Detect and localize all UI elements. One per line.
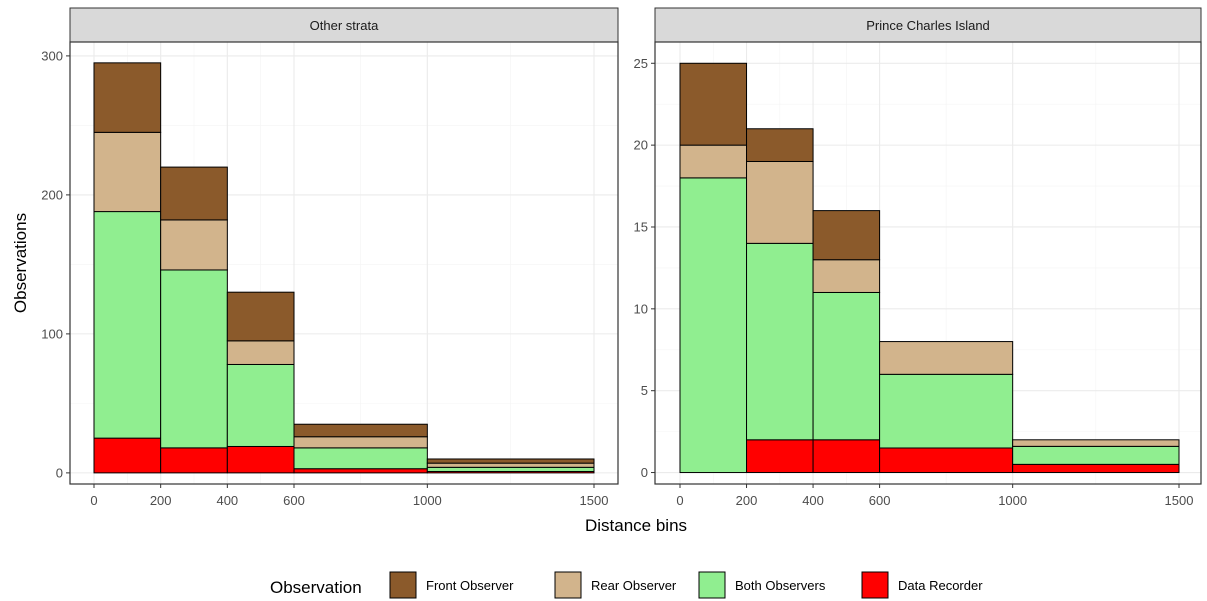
y-tick-label: 25 bbox=[634, 56, 648, 71]
y-tick-label: 15 bbox=[634, 219, 648, 234]
legend-key-data-recorder bbox=[861, 571, 889, 599]
x-tick-label: 600 bbox=[283, 493, 305, 508]
bar-segment-both-observers bbox=[679, 177, 748, 474]
bar-segment-both-observers bbox=[426, 466, 595, 472]
bar-segment-rear-observer bbox=[93, 131, 162, 213]
y-tick-label: 20 bbox=[634, 138, 648, 153]
y-tick-label: 0 bbox=[641, 465, 648, 480]
legend-label: Both Observers bbox=[735, 578, 826, 593]
bar-segment-rear-observer bbox=[746, 161, 814, 244]
y-axis-title: Observations bbox=[11, 213, 30, 313]
facet-panel: Other strata 0 200 400 600 1000 1500 0 100 200 300 bbox=[41, 7, 619, 508]
bar-segment-data-recorder bbox=[226, 445, 295, 474]
bar-segment-rear-observer bbox=[426, 462, 595, 468]
bar-segment-rear-observer bbox=[879, 341, 1014, 375]
legend-label: Data Recorder bbox=[898, 578, 983, 593]
bar-segment-front-observer bbox=[160, 166, 228, 221]
bar-segment-data-recorder bbox=[93, 437, 162, 474]
legend-label: Rear Observer bbox=[591, 578, 677, 593]
x-tick-label: 200 bbox=[736, 493, 758, 508]
x-tick-label: 1500 bbox=[580, 493, 609, 508]
bar-segment-data-recorder bbox=[812, 439, 881, 474]
x-tick-label: 1000 bbox=[998, 493, 1027, 508]
bar-segment-both-observers bbox=[226, 363, 295, 447]
legend-title: Observation bbox=[270, 578, 362, 597]
y-tick-label: 300 bbox=[41, 48, 63, 63]
bar-segment-front-observer bbox=[679, 62, 748, 146]
bar-segment-rear-observer bbox=[226, 340, 295, 365]
legend: Observation Front Observer Rear Observer B… bbox=[270, 571, 983, 599]
bar-segment-both-observers bbox=[1012, 445, 1180, 465]
y-tick-label: 0 bbox=[56, 465, 63, 480]
bar-segment-both-observers bbox=[746, 242, 814, 441]
facet-title: Prince Charles Island bbox=[866, 18, 990, 33]
bar-segment-rear-observer bbox=[293, 436, 428, 449]
x-axis-title: Distance bins bbox=[585, 516, 687, 535]
x-tick-label: 1000 bbox=[413, 493, 442, 508]
y-tick-label: 5 bbox=[641, 383, 648, 398]
bar-segment-rear-observer bbox=[160, 219, 228, 271]
bar-segment-both-observers bbox=[93, 211, 162, 439]
legend-label: Front Observer bbox=[426, 578, 514, 593]
bar-segment-rear-observer bbox=[1012, 439, 1180, 447]
legend-key-both-observers bbox=[698, 571, 726, 599]
facet-strip bbox=[654, 7, 1202, 43]
bar-segment-data-recorder bbox=[1012, 463, 1180, 474]
bar-segment-data-recorder bbox=[160, 447, 228, 474]
bar-segment-data-recorder bbox=[879, 447, 1014, 474]
bar-segment-both-observers bbox=[812, 291, 881, 441]
panel-border bbox=[69, 41, 619, 485]
bar-segment-front-observer bbox=[293, 423, 428, 438]
x-tick-label: 1500 bbox=[1165, 493, 1194, 508]
x-tick-label: 400 bbox=[802, 493, 824, 508]
x-tick-label: 0 bbox=[676, 493, 683, 508]
bar-segment-front-observer bbox=[746, 128, 814, 163]
facet-panel: Prince Charles Island 0 200 400 600 1000 1500 0… bbox=[634, 7, 1202, 508]
bar-segment-rear-observer bbox=[812, 259, 881, 293]
bar-segment-both-observers bbox=[160, 269, 228, 449]
x-tick-label: 400 bbox=[216, 493, 238, 508]
x-tick-label: 0 bbox=[90, 493, 97, 508]
bar-segment-front-observer bbox=[426, 458, 595, 464]
panel-border bbox=[654, 41, 1202, 485]
bar-segment-both-observers bbox=[879, 373, 1014, 449]
y-tick-label: 200 bbox=[41, 187, 63, 202]
x-tick-label: 200 bbox=[150, 493, 172, 508]
bar-segment-front-observer bbox=[93, 62, 162, 133]
bar-segment-front-observer bbox=[812, 210, 881, 261]
bar-segment-front-observer bbox=[226, 291, 295, 342]
facet-strip bbox=[69, 7, 619, 43]
bar-segment-both-observers bbox=[293, 447, 428, 470]
legend-key-rear-observer bbox=[554, 571, 582, 599]
legend-key-front-observer bbox=[389, 571, 417, 599]
facet-title: Other strata bbox=[310, 18, 379, 33]
bar-segment-data-recorder bbox=[293, 468, 428, 474]
y-tick-label: 100 bbox=[41, 326, 63, 341]
bar-segment-rear-observer bbox=[679, 144, 748, 179]
y-tick-label: 10 bbox=[634, 301, 648, 316]
bar-segment-data-recorder bbox=[746, 439, 814, 474]
x-tick-label: 600 bbox=[869, 493, 891, 508]
